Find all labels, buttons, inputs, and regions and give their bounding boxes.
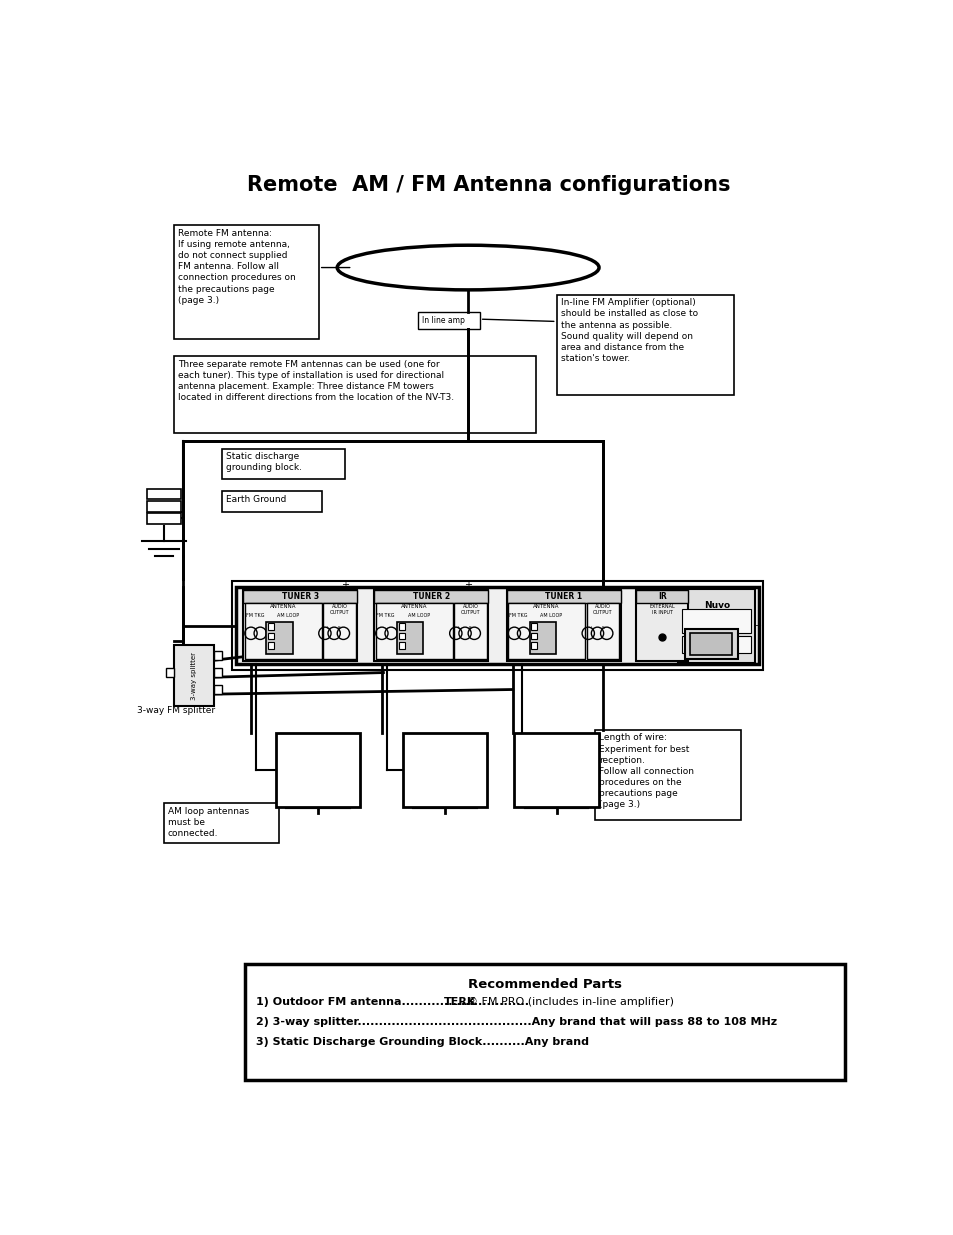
Bar: [213, 651, 221, 661]
Bar: [586, 603, 618, 659]
Bar: [243, 590, 356, 661]
Text: L       R: L R: [590, 626, 604, 630]
Bar: [684, 630, 738, 658]
Text: Nuvo: Nuvo: [703, 601, 729, 610]
Bar: [213, 668, 221, 677]
Bar: [221, 448, 345, 479]
Bar: [245, 603, 321, 659]
Text: Remote FM antenna:
If using remote antenna,
do not connect supplied
FM antenna. : Remote FM antenna: If using remote anten…: [177, 228, 295, 305]
Text: EXTERNAL
IR INPUT: EXTERNAL IR INPUT: [649, 604, 675, 615]
Text: +: +: [464, 579, 472, 590]
Bar: [147, 514, 181, 524]
Bar: [374, 590, 488, 603]
Bar: [375, 603, 453, 659]
Text: In line amp: In line amp: [421, 316, 464, 325]
Text: AUDIO
OUTPUT: AUDIO OUTPUT: [460, 604, 479, 615]
Bar: [266, 621, 293, 655]
Text: CAUTION: CAUTION: [703, 640, 728, 645]
Text: FM TKG: FM TKG: [245, 613, 264, 618]
Bar: [268, 624, 274, 630]
Text: 2) 3-way splitter.........................................Any brand that will pa: 2) 3-way splitter.......................…: [256, 1016, 777, 1026]
Text: ANTENNA: ANTENNA: [270, 604, 296, 609]
Bar: [275, 734, 360, 806]
Bar: [506, 590, 620, 603]
Text: 3) Static Discharge Grounding Block..........Any brand: 3) Static Discharge Grounding Block.....…: [256, 1036, 589, 1047]
Text: FM TKG: FM TKG: [508, 613, 527, 618]
Text: AM LOOP: AM LOOP: [539, 613, 561, 618]
Text: AM LOOP: AM LOOP: [276, 613, 298, 618]
Text: +: +: [340, 579, 349, 590]
Bar: [398, 632, 405, 640]
Bar: [557, 294, 733, 395]
Bar: [173, 645, 213, 706]
Bar: [636, 590, 688, 603]
Text: TUNER 2: TUNER 2: [413, 592, 449, 600]
Text: AM LOOP: AM LOOP: [407, 613, 430, 618]
Text: Length of wire:
Experiment for best
reception.
Follow all connection
procedures : Length of wire: Experiment for best rece…: [598, 734, 694, 809]
Ellipse shape: [336, 246, 598, 290]
Text: ANTENNA: ANTENNA: [533, 604, 559, 609]
Text: 1) Outdoor FM antenna..............................: 1) Outdoor FM antenna...................…: [256, 997, 529, 1007]
Bar: [268, 642, 274, 648]
Text: AUDIO
OUTPUT: AUDIO OUTPUT: [593, 604, 612, 615]
Bar: [235, 587, 759, 664]
Bar: [398, 624, 405, 630]
Text: +: +: [754, 621, 760, 630]
Text: ANTENNA: ANTENNA: [400, 604, 427, 609]
Text: Three separate remote FM antennas can be used (one for
each tuner). This type of: Three separate remote FM antennas can be…: [177, 359, 454, 403]
Bar: [681, 609, 751, 634]
Text: 3-way splitter: 3-way splitter: [191, 652, 197, 700]
Bar: [147, 501, 181, 511]
Bar: [245, 965, 844, 1079]
Bar: [454, 603, 486, 659]
Text: AUDIO
OUTPUT: AUDIO OUTPUT: [330, 604, 349, 615]
Bar: [636, 590, 688, 661]
Text: L       R: L R: [327, 626, 341, 630]
Bar: [531, 624, 537, 630]
Text: IR: IR: [658, 592, 666, 600]
Bar: [514, 734, 598, 806]
Bar: [398, 642, 405, 648]
Text: TERK: TERK: [443, 997, 476, 1007]
Bar: [689, 634, 732, 655]
Bar: [166, 668, 173, 677]
Text: ® FM PRO (includes in-line amplifier): ® FM PRO (includes in-line amplifier): [466, 997, 673, 1007]
Text: TUNER 3: TUNER 3: [281, 592, 318, 600]
Bar: [374, 590, 488, 661]
Text: FM TKG: FM TKG: [376, 613, 395, 618]
Text: Static discharge
grounding block.: Static discharge grounding block.: [225, 452, 301, 473]
Bar: [173, 356, 536, 433]
Bar: [396, 621, 423, 655]
Bar: [164, 803, 279, 842]
Bar: [508, 603, 584, 659]
Bar: [173, 225, 318, 340]
Text: Recommended Parts: Recommended Parts: [468, 978, 621, 992]
Text: TUNER 1: TUNER 1: [544, 592, 581, 600]
Bar: [417, 312, 479, 330]
Bar: [529, 621, 556, 655]
Text: AM loop antennas
must be
connected.: AM loop antennas must be connected.: [168, 806, 249, 837]
Text: Remote  AM / FM Antenna configurations: Remote AM / FM Antenna configurations: [247, 175, 730, 195]
Bar: [678, 589, 755, 662]
Bar: [268, 632, 274, 640]
Bar: [323, 603, 355, 659]
Bar: [147, 489, 181, 499]
Bar: [681, 636, 751, 653]
Text: In-line FM Amplifier (optional)
should be installed as close to
the antenna as p: In-line FM Amplifier (optional) should b…: [560, 299, 697, 363]
Bar: [531, 632, 537, 640]
Bar: [402, 734, 487, 806]
Text: 3-way FM splitter: 3-way FM splitter: [137, 705, 215, 715]
Bar: [595, 730, 740, 820]
Text: L       R: L R: [457, 626, 472, 630]
Text: Earth Ground: Earth Ground: [225, 495, 286, 504]
Bar: [221, 490, 321, 513]
Bar: [531, 642, 537, 648]
Bar: [232, 580, 762, 671]
Bar: [506, 590, 620, 661]
Bar: [243, 590, 356, 603]
Bar: [213, 685, 221, 694]
